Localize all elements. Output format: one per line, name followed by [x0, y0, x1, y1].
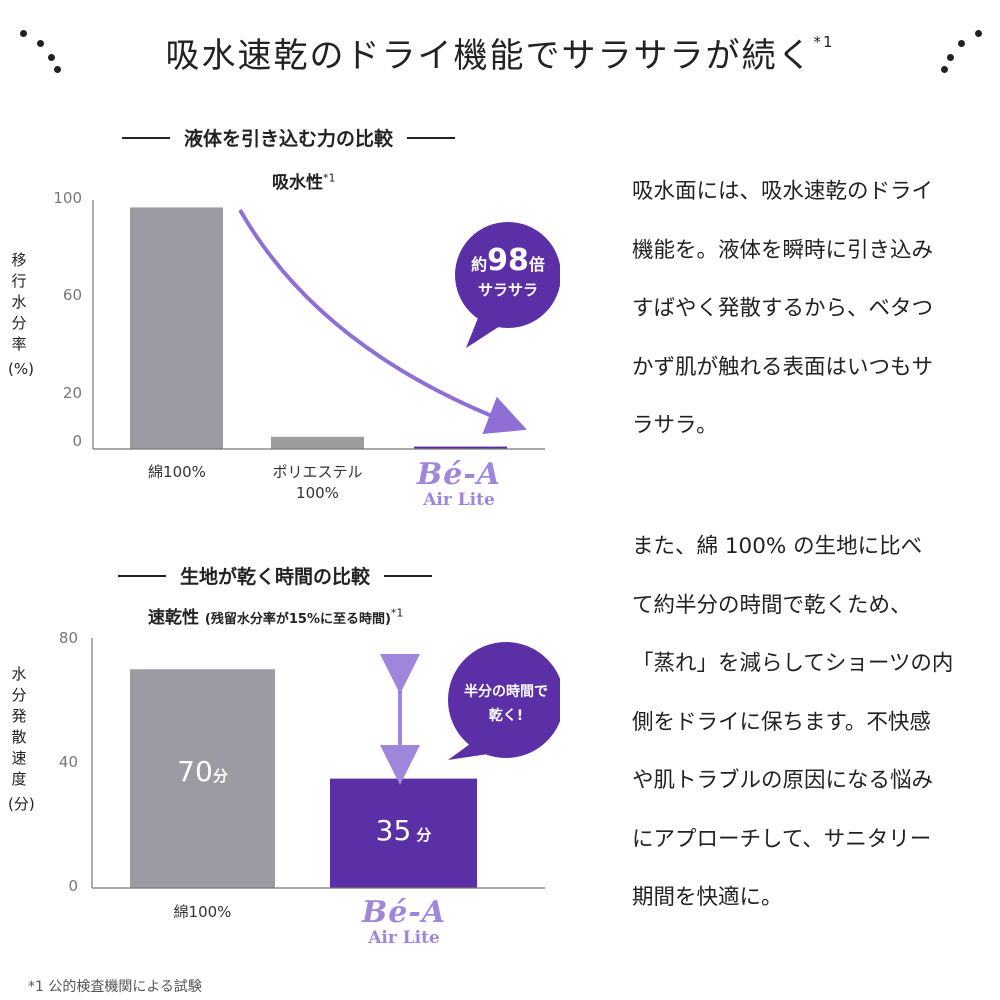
bea-logo-main: Bé-A [361, 895, 447, 930]
bea-logo-sub: Air Lite [423, 490, 495, 510]
chart2-bar-label-bea: 35 分 [330, 814, 477, 847]
heading-line-left [122, 136, 170, 139]
bea-logo-main: Bé-A [416, 457, 502, 492]
description-paragraph-2: また、綿 100% の生地に比べ て約半分の時間で乾くため、「蒸れ」を減らしてショ… [632, 518, 953, 928]
paragraph-line: て約半分の時間で乾くため、 [632, 592, 912, 618]
ylabel-char: 水 [11, 665, 27, 683]
ylabel-char: 水 [11, 293, 27, 311]
ylabel-char: 散 [11, 728, 27, 746]
paragraph-line: 「蒸れ」を減らしてショーツの内 [632, 651, 954, 676]
right-decorative-dots [920, 0, 1000, 80]
chart1-title-note: *1 [323, 171, 336, 185]
chart1-x-label-polyester: ポリエステル 100% [272, 463, 363, 502]
chart1-section-heading-text: 液体を引き込む力の比較 [184, 128, 394, 150]
bubble-line2: サラサラ [477, 281, 538, 299]
chart1-bar-3 [414, 446, 507, 449]
ylabel-char: 速 [11, 749, 27, 767]
chart2-section-heading: 生地が乾く時間の比較 [118, 562, 433, 589]
paragraph-line: また、綿 100% の生地に比べ [632, 534, 923, 559]
chart2-speech-bubble [448, 642, 560, 760]
chart1-decline-arrow [238, 209, 527, 435]
chart2-bar-1 [130, 669, 275, 888]
chart2-title-note: *1 [390, 606, 404, 620]
chart2-title-text: 速乾性 [148, 608, 199, 628]
bea-logo-sub: Air Lite [368, 928, 440, 948]
ylabel-char: 行 [11, 272, 27, 290]
paragraph-line: や肌トラブルの原因になる悩み [632, 768, 934, 793]
ylabel-char: 率 [11, 335, 27, 353]
chart1-bar-2 [271, 436, 364, 449]
chart2-y-axis-label: 水分発散速度 (分) [8, 664, 35, 815]
paragraph-line: 期間を快適に。 [632, 885, 783, 910]
chart2-plot [91, 638, 560, 889]
left-decorative-dots [0, 0, 80, 80]
chart1-plot [92, 200, 560, 450]
chart2-y-tick: 40 [58, 753, 78, 771]
paragraph-line: 機能を。液体を瞬時に引き込み [632, 237, 934, 263]
page-title-note: *1 [813, 32, 835, 51]
chart2-title: 速乾性 (残留水分率が15%に至る時間)*1 [148, 603, 403, 628]
chart1-bars [130, 207, 507, 449]
chart2-bars [130, 669, 477, 888]
ylabel-char: 分 [11, 314, 27, 332]
chart2-bar-label-cotton: 70分 [130, 755, 275, 788]
bubble-suffix: 倍 [528, 255, 545, 274]
description-paragraph-1: 吸水面には、吸水速乾のドライ 機能を。液体を瞬時に引き込み すばやく発散するから、ベ… [632, 163, 933, 456]
chart2-y-tick: 80 [58, 629, 78, 647]
chart2-x-label-bea-logo: Bé-A Air Lite [345, 895, 463, 949]
ylabel-char: 移 [11, 251, 27, 269]
paragraph-line: かず肌が触れる表面はいつもサ [632, 354, 934, 380]
chart1-y-tick: 20 [62, 384, 82, 402]
ylabel-char: 分 [11, 686, 27, 704]
page-title: 吸水速乾のドライ機能でサラサラが続く*1 [0, 28, 1000, 77]
chart2-section-heading-text: 生地が乾く時間の比較 [180, 566, 371, 588]
chart1-y-tick: 100 [53, 189, 82, 207]
ylabel-char: 度 [11, 770, 27, 788]
ylabel-char: (%) [8, 360, 34, 378]
page-title-text: 吸水速乾のドライ機能でサラサラが続く [165, 36, 814, 76]
ylabel-char: (分) [8, 795, 35, 813]
chart1-bubble-label: 約98倍 サラサラ [455, 246, 561, 300]
chart1-y-tick: 60 [62, 286, 82, 304]
heading-line-right [407, 136, 456, 139]
paragraph-line: にアプローチして、サニタリー [632, 826, 932, 852]
chart1-title: 吸水性*1 [272, 168, 336, 193]
paragraph-line: すばやく発散するから、ベタつ [632, 296, 934, 321]
bar-unit: 分 [212, 767, 228, 785]
bubble-line2: 乾く! [488, 708, 524, 724]
heading-line-right [384, 574, 433, 577]
chart1-title-text: 吸水性 [272, 173, 323, 193]
chart1-section-heading: 液体を引き込む力の比較 [122, 124, 456, 151]
bar-unit: 分 [416, 826, 432, 844]
chart2-y-tick: 0 [68, 877, 78, 895]
heading-line-left [118, 574, 166, 577]
chart2-bubble-label: 半分の時間で 乾く! [448, 680, 564, 728]
chart1-bar-1 [130, 207, 223, 449]
chart1-speech-bubble [455, 222, 560, 348]
chart1-x-label-cotton: 綿100% [148, 463, 206, 481]
paragraph-line: ラサラ。 [632, 413, 718, 438]
paragraph-line: 側をドライに保ちます。不快感 [632, 709, 931, 735]
chart1-y-tick: 0 [72, 432, 82, 450]
chart1-x-label-bea-logo: Bé-A Air Lite [400, 457, 518, 511]
chart2-bar-2 [330, 778, 477, 888]
footnote: *1 公的検査機関による試験 [28, 979, 202, 995]
chart2-title-paren: (残留水分率が15%に至る時間) [204, 612, 391, 627]
bubble-number: 98 [487, 243, 529, 278]
bubble-prefix: 約 [471, 255, 488, 274]
bubble-line1: 半分の時間で [464, 684, 548, 700]
chart2-x-label-cotton: 綿100% [173, 903, 232, 921]
paragraph-line: 吸水面には、吸水速乾のドライ [632, 179, 934, 204]
chart1-y-axis-label: 移行水分率 (%) [8, 250, 34, 380]
bar-value: 70 [177, 755, 213, 788]
bar-value: 35 [375, 814, 412, 847]
ylabel-char: 発 [11, 707, 27, 725]
